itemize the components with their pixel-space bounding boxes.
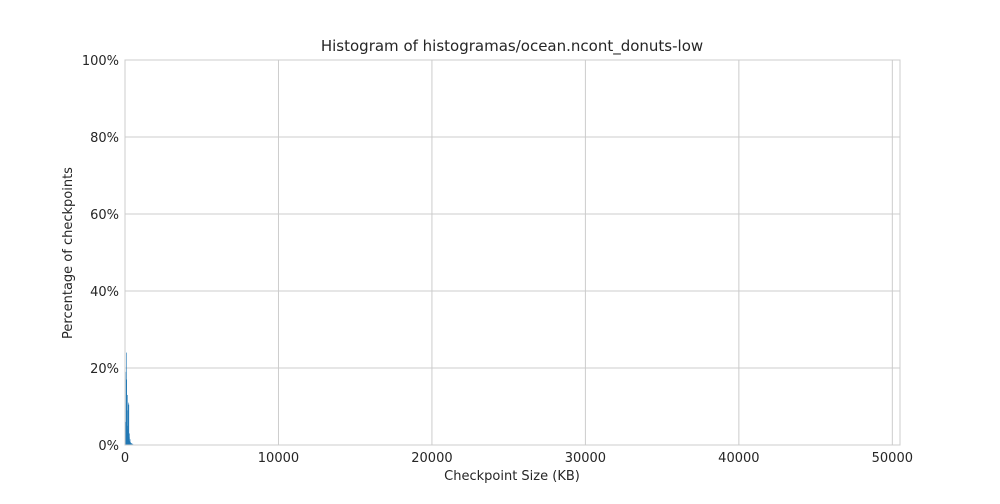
histogram-bar — [126, 352, 127, 445]
histogram-bar — [126, 410, 128, 445]
y-tick-label: 60% — [90, 208, 119, 223]
y-axis-title: Percentage of checkpoints — [61, 167, 76, 339]
plot-area — [125, 60, 900, 445]
histogram-bar — [127, 429, 129, 445]
histogram-bar — [131, 443, 133, 445]
x-tick-label: 40000 — [718, 451, 759, 466]
x-tick-label: 30000 — [565, 451, 606, 466]
histogram-bar — [129, 441, 131, 445]
histogram-bar — [127, 394, 128, 445]
y-tick-label: 0% — [98, 439, 119, 454]
plot-frame — [124, 59, 901, 446]
x-tick-label: 0 — [121, 451, 129, 466]
histogram-bar — [132, 443, 134, 445]
histogram-bar — [125, 371, 127, 445]
histogram-bar — [128, 404, 130, 445]
x-tick-label: 10000 — [258, 451, 299, 466]
x-axis-ticks: 0 10000 20000 30000 40000 50000 — [121, 451, 913, 466]
histogram-bar — [128, 437, 130, 445]
histogram-bar — [128, 433, 129, 445]
x-tick-label: 50000 — [872, 451, 913, 466]
histogram-bar — [129, 433, 130, 445]
histogram-bar — [129, 439, 131, 445]
y-tick-label: 80% — [90, 131, 119, 146]
y-tick-label: 20% — [90, 362, 119, 377]
y-tick-label: 40% — [90, 285, 119, 300]
x-axis-title: Checkpoint Size (KB) — [444, 469, 580, 484]
histogram-bar — [127, 402, 129, 445]
histogram-bar — [130, 442, 131, 445]
x-tick-label: 20000 — [411, 451, 452, 466]
histogram-bar — [130, 443, 132, 445]
histogram-bars — [125, 352, 134, 445]
histogram-bar — [125, 421, 127, 445]
y-axis-ticks: 0% 20% 40% 60% 80% 100% — [82, 54, 119, 454]
histogram-bar — [126, 425, 128, 445]
y-tick-label: 100% — [82, 54, 119, 69]
histogram-bar — [126, 379, 127, 445]
histogram-bar — [130, 441, 131, 445]
chart-title: Histogram of histogramas/ocean.ncont_don… — [321, 37, 703, 56]
